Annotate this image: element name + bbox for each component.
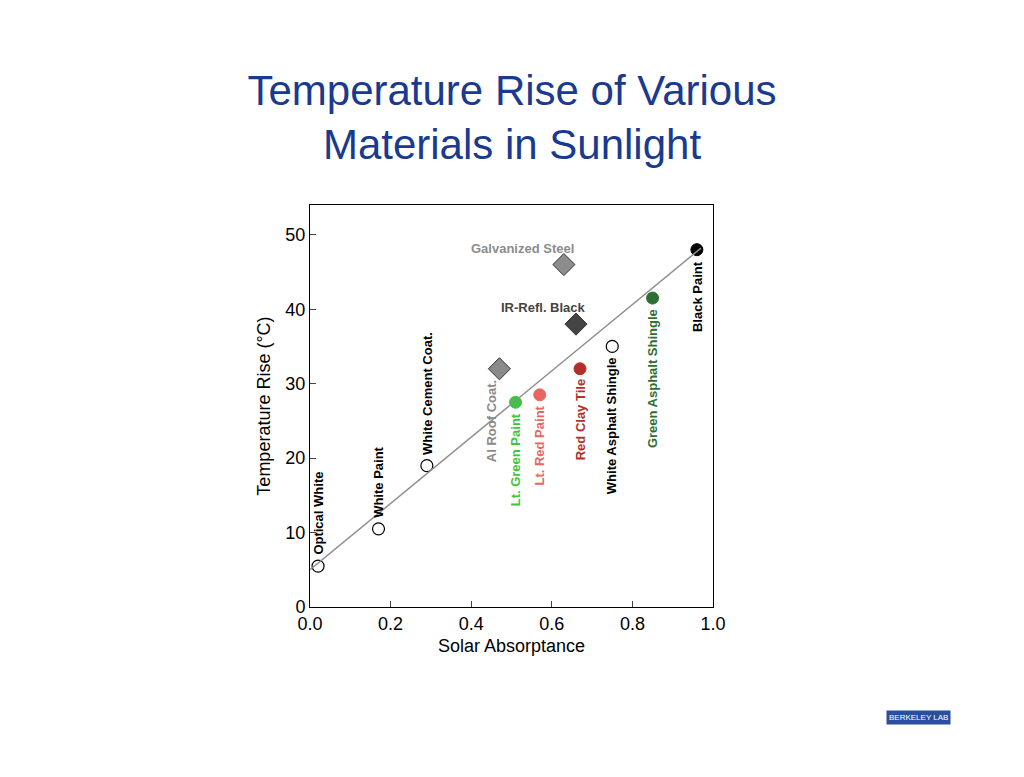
svg-text:0: 0 [295,597,305,617]
svg-text:10: 10 [285,523,305,543]
svg-text:Galvanized Steel: Galvanized Steel [471,241,574,256]
svg-text:40: 40 [285,300,305,320]
svg-text:Temperature Rise (°C): Temperature Rise (°C) [254,316,274,495]
svg-text:0.6: 0.6 [539,614,564,634]
svg-text:Lt. Green Paint: Lt. Green Paint [508,413,523,506]
svg-text:1.0: 1.0 [700,614,725,634]
svg-text:Al Roof Coat.: Al Roof Coat. [484,380,499,462]
svg-text:30: 30 [285,374,305,394]
svg-text:Red Clay Tile: Red Clay Tile [573,379,588,460]
svg-text:White Asphalt Shingle: White Asphalt Shingle [604,357,619,494]
svg-text:Black Paint: Black Paint [690,261,705,332]
svg-text:Lt. Red Paint: Lt. Red Paint [532,405,547,485]
svg-text:0.8: 0.8 [620,614,645,634]
svg-text:50: 50 [285,225,305,245]
svg-text:Optical White: Optical White [311,472,326,555]
svg-text:White Cement Coat.: White Cement Coat. [420,332,435,455]
svg-text:20: 20 [285,448,305,468]
svg-text:Temperature Rise of VariousMat: Temperature Rise of VariousMaterials in … [247,67,776,169]
svg-text:White Paint: White Paint [371,446,386,517]
svg-text:0.2: 0.2 [378,614,403,634]
svg-text:0.0: 0.0 [297,614,322,634]
svg-text:Solar Absorptance: Solar Absorptance [438,636,585,656]
svg-text:IR-Refl. Black: IR-Refl. Black [501,300,586,315]
svg-text:BERKELEY LAB: BERKELEY LAB [889,713,948,722]
svg-text:0.4: 0.4 [459,614,484,634]
svg-text:Green Asphalt Shingle: Green Asphalt Shingle [645,309,660,448]
